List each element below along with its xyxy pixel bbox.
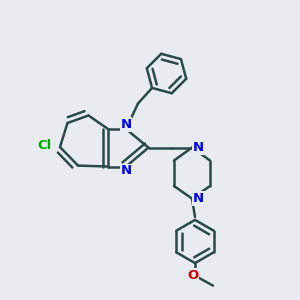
- Text: N: N: [193, 192, 204, 205]
- Text: N: N: [120, 164, 132, 178]
- Text: O: O: [187, 268, 198, 282]
- Text: N: N: [193, 141, 204, 154]
- Text: Cl: Cl: [37, 139, 52, 152]
- Text: N: N: [120, 118, 132, 131]
